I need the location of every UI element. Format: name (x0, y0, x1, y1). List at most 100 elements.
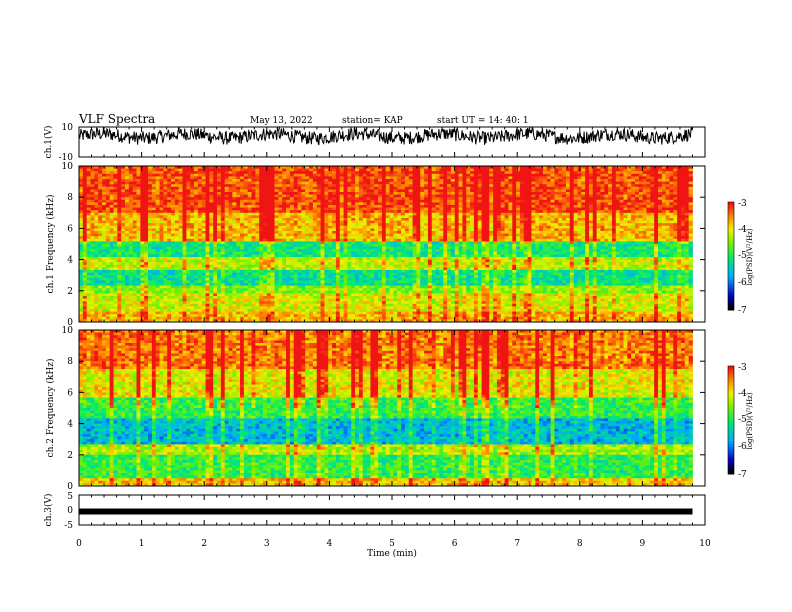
spectrogram-cell (255, 215, 260, 219)
spectrogram-cell (661, 220, 667, 224)
spectrogram-cell (447, 189, 452, 193)
spectrogram-cell (251, 223, 256, 227)
spectrogram-cell (190, 244, 195, 247)
spectrogram-cell (125, 181, 130, 185)
spectrogram-cell (102, 171, 107, 175)
spectrogram-cell (638, 236, 644, 240)
spectrogram-cell (527, 179, 532, 182)
spectrogram-cell (389, 192, 394, 195)
spectrogram-cell (604, 181, 609, 185)
spectrogram-cell (332, 189, 337, 193)
spectrogram-cell (332, 220, 337, 224)
spectrogram-cell (416, 236, 421, 240)
spectrogram-cell (201, 220, 206, 224)
spectrogram-cell (654, 228, 659, 232)
spectrogram-cell (684, 215, 690, 219)
spectrogram-cell (581, 173, 586, 177)
spectrogram-cell (94, 173, 99, 177)
spectrogram-cell (289, 168, 295, 172)
spectrogram-cell (247, 218, 252, 221)
spectrogram-cell (90, 205, 95, 208)
spectrogram-cell (136, 181, 141, 185)
spectrogram-cell (493, 236, 498, 240)
spectrogram-cell (259, 207, 264, 211)
spectrogram-cell (232, 225, 237, 229)
spectrogram-cell (362, 192, 367, 195)
spectrogram-cell (186, 218, 191, 221)
spectrogram-cell (335, 228, 341, 232)
spectrogram-cell (680, 207, 686, 211)
spectrogram-cell (274, 210, 279, 214)
spectrogram-cell (378, 210, 383, 214)
spectrogram-cell (209, 166, 214, 169)
spectrogram-cell (473, 168, 479, 172)
spectrogram-cell (286, 179, 291, 182)
spectrogram-cell (654, 233, 659, 237)
spectrogram-cell (374, 179, 379, 182)
spectrogram-cell (554, 186, 559, 190)
spectrogram-cell (443, 168, 448, 172)
spectrogram-cell (178, 244, 183, 247)
spectrogram-cell (163, 166, 168, 169)
spectrogram-cell (132, 171, 137, 175)
spectrogram-cell (358, 189, 364, 193)
spectrogram-cell (178, 231, 183, 234)
spectrogram-cell (535, 176, 540, 180)
spectrogram-cell (309, 225, 314, 229)
spectrogram-cell (286, 210, 291, 214)
spectrogram-cell (588, 212, 594, 216)
spectrogram-cell (163, 231, 168, 234)
spectrogram-cell (282, 228, 287, 232)
spectrogram-cell (316, 225, 321, 229)
spectrogram-cell (650, 205, 655, 208)
spectrogram-cell (404, 238, 410, 242)
spectrogram-cell (282, 189, 287, 193)
spectrogram-cell (519, 238, 525, 242)
spectrogram-cell (167, 218, 172, 221)
spectrogram-cell (404, 199, 410, 203)
spectrogram-cell (305, 238, 310, 242)
spectrogram-cell (86, 202, 91, 206)
spectrogram-cell (611, 192, 617, 195)
spectrogram-cell (144, 233, 149, 237)
spectrogram-cell (565, 218, 571, 221)
spectrogram-cell (473, 179, 479, 182)
spectrogram-cell (289, 173, 295, 177)
spectrogram-cell (102, 189, 107, 193)
spectrogram-cell (332, 171, 337, 175)
spectrogram-cell (562, 220, 567, 224)
spectrogram-cell (155, 184, 160, 188)
spectrogram-cell (631, 220, 636, 224)
spectrogram-cell (220, 168, 226, 172)
spectrogram-cell (565, 186, 571, 190)
spectrogram-cell (627, 176, 632, 180)
spectrogram-cell (209, 179, 214, 182)
spectrogram-cell (554, 218, 559, 221)
spectrogram-cell (650, 179, 655, 182)
spectrogram-cell (443, 179, 448, 182)
spectrogram-cell (121, 223, 126, 227)
spectrogram-cell (470, 231, 475, 234)
spectrogram-cell (619, 241, 624, 245)
spectrogram-cell (447, 194, 452, 198)
spectrogram-cell (171, 205, 176, 208)
spectrogram-cell (665, 223, 670, 227)
spectrogram-cell (669, 197, 674, 201)
spectrogram-cell (454, 218, 459, 221)
spectrogram-cell (523, 197, 528, 201)
spectrogram-cell (596, 207, 601, 211)
spectrogram-cell (102, 199, 107, 203)
spectrogram-cell (385, 231, 390, 234)
spectrogram-cell (263, 238, 268, 242)
spectrogram-cell (347, 225, 352, 229)
spectrogram-cell (439, 223, 444, 227)
spectrogram-cell (401, 179, 406, 182)
spectrogram-cell (178, 179, 183, 182)
spectrogram-cell (519, 210, 525, 214)
spectrogram-cell (105, 168, 111, 172)
spectrogram-cell (550, 171, 555, 175)
spectrogram-cell (424, 223, 429, 227)
spectrogram-cell (657, 184, 663, 188)
spectrogram-cell (642, 241, 647, 245)
spectrogram-cell (680, 241, 686, 245)
